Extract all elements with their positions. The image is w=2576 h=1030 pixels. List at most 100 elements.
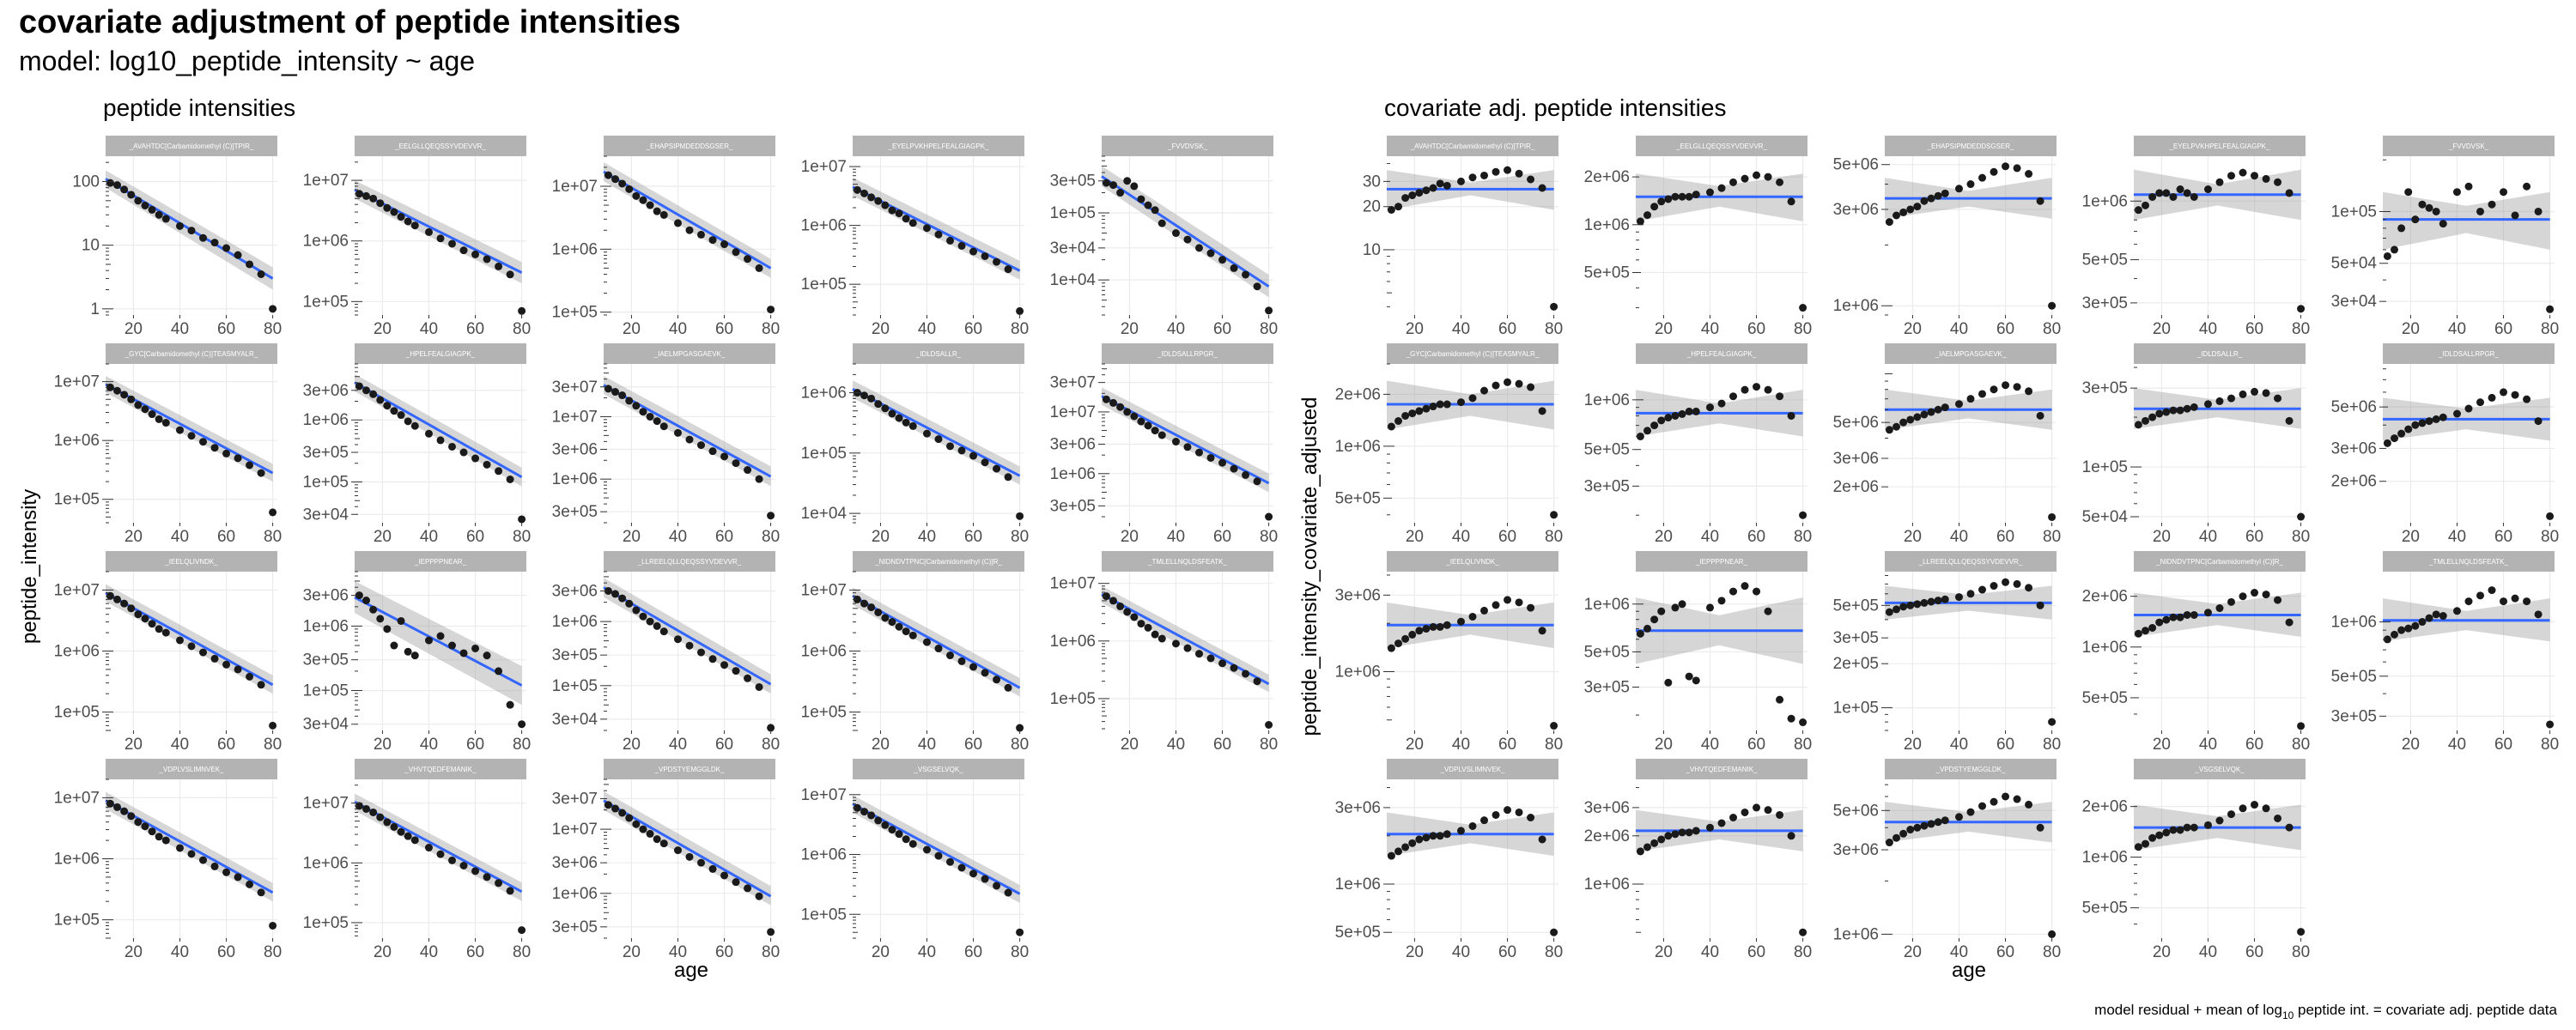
data-point xyxy=(2534,417,2543,426)
data-point xyxy=(2383,251,2391,260)
data-point xyxy=(1717,597,1726,605)
x-tick-label: 80 xyxy=(1260,736,1278,754)
facet-strip xyxy=(1636,136,1807,156)
data-point xyxy=(860,599,869,608)
data-point xyxy=(2500,388,2508,397)
x-tick-label: 40 xyxy=(1950,943,1968,961)
data-point xyxy=(2432,207,2440,215)
data-point xyxy=(471,867,480,876)
data-point xyxy=(410,836,419,845)
data-point xyxy=(113,181,122,190)
y-tick-label: 1e+07 xyxy=(1050,403,1096,421)
data-point xyxy=(120,807,129,815)
y-tick-label: 1e+06 xyxy=(1050,465,1096,483)
facet-strip xyxy=(2134,343,2306,364)
x-tick-label: 60 xyxy=(466,943,484,961)
x-tick-label: 60 xyxy=(715,943,733,961)
data-point xyxy=(1692,676,1700,685)
data-point xyxy=(1116,403,1125,411)
x-tick-label: 20 xyxy=(374,320,392,338)
data-point xyxy=(1913,203,1922,211)
data-point xyxy=(1137,195,1145,203)
x-tick-label: 80 xyxy=(513,736,531,754)
y-tick-label: 3e+04 xyxy=(552,711,598,729)
y-tick-label: 1e+06 xyxy=(2331,614,2377,632)
data-point xyxy=(881,614,890,622)
plot-area xyxy=(1636,364,1807,523)
data-point xyxy=(1504,596,1512,604)
data-point xyxy=(744,255,752,264)
x-tick-label: 20 xyxy=(872,943,890,961)
data-point xyxy=(2048,512,2057,521)
data-point xyxy=(506,887,514,895)
data-point xyxy=(1004,683,1012,692)
data-point xyxy=(1171,438,1180,446)
data-point xyxy=(187,850,196,858)
data-point xyxy=(471,644,480,652)
x-tick-label: 80 xyxy=(264,736,282,754)
data-point xyxy=(2425,203,2433,212)
data-point xyxy=(2002,578,2010,586)
data-point xyxy=(2036,823,2044,832)
y-tick-label: 1e+06 xyxy=(552,885,598,903)
data-point xyxy=(2546,720,2555,729)
y-tick-label: 5e+05 xyxy=(2082,689,2128,707)
data-point xyxy=(2285,823,2293,832)
facet-panel: _NIDNDVTPNC[Carbamidomethyl (C)]R_ 1e+05 1… xyxy=(801,551,1029,754)
x-tick-label: 20 xyxy=(623,320,641,338)
x-tick-label: 20 xyxy=(872,736,890,754)
y-tick-label: 1e+07 xyxy=(303,172,349,190)
data-point xyxy=(969,869,978,878)
y-tick-label: 1e+05 xyxy=(54,912,100,930)
x-tick-label: 20 xyxy=(623,528,641,546)
x-tick-label: 40 xyxy=(171,320,189,338)
facet-strip-label: _IEELQLIVNDK_ xyxy=(1445,558,1499,566)
data-point xyxy=(1436,832,1444,840)
data-point xyxy=(2251,387,2259,396)
data-point xyxy=(625,599,634,608)
data-point xyxy=(1764,173,1772,181)
data-point xyxy=(1650,839,1659,847)
x-tick-label: 60 xyxy=(1747,943,1765,961)
data-point xyxy=(611,388,620,397)
data-point xyxy=(720,871,729,880)
data-point xyxy=(210,239,219,247)
data-point xyxy=(141,405,149,414)
data-point xyxy=(246,672,254,681)
data-point xyxy=(518,926,526,935)
y-tick-label: 3e+06 xyxy=(1335,799,1381,817)
plot-area xyxy=(604,156,775,315)
x-tick-label: 20 xyxy=(2402,528,2420,546)
data-point xyxy=(483,651,491,660)
x-tick-label: 20 xyxy=(2153,528,2171,546)
y-tick-label: 3e+06 xyxy=(1833,841,1879,859)
data-point xyxy=(2142,627,2150,635)
x-tick-label: 60 xyxy=(1747,528,1765,546)
data-point xyxy=(355,591,363,600)
y-tick-label: 5e+06 xyxy=(1833,414,1879,432)
data-point xyxy=(155,210,163,219)
facet-strip-label: _LLREELQLLQEQSSYVDEVVR_ xyxy=(637,558,742,566)
data-point xyxy=(1515,379,1523,388)
data-point xyxy=(2397,429,2406,438)
data-point xyxy=(2048,718,2057,726)
data-point xyxy=(257,888,265,897)
data-point xyxy=(1004,473,1012,482)
facet-panel: _IEPPPPNEAR_ 3e+05 5e+05 1e+06 20 40 60 80 xyxy=(1584,551,1812,754)
data-point xyxy=(1678,828,1686,837)
facet-strip xyxy=(2134,551,2306,572)
data-point xyxy=(639,196,647,204)
data-point xyxy=(1692,407,1700,415)
data-point xyxy=(867,193,876,202)
x-tick-label: 40 xyxy=(918,736,936,754)
data-point xyxy=(1144,421,1152,430)
data-point xyxy=(853,595,861,603)
data-point xyxy=(234,454,242,463)
data-point xyxy=(1171,229,1180,238)
x-tick-label: 40 xyxy=(2448,736,2466,754)
data-point xyxy=(518,515,526,524)
y-tick-label: 5e+05 xyxy=(1584,264,1630,282)
facet-strip-label: _VPDSTYEMGGLDK_ xyxy=(1935,766,2006,773)
x-tick-label: 60 xyxy=(1996,320,2014,338)
